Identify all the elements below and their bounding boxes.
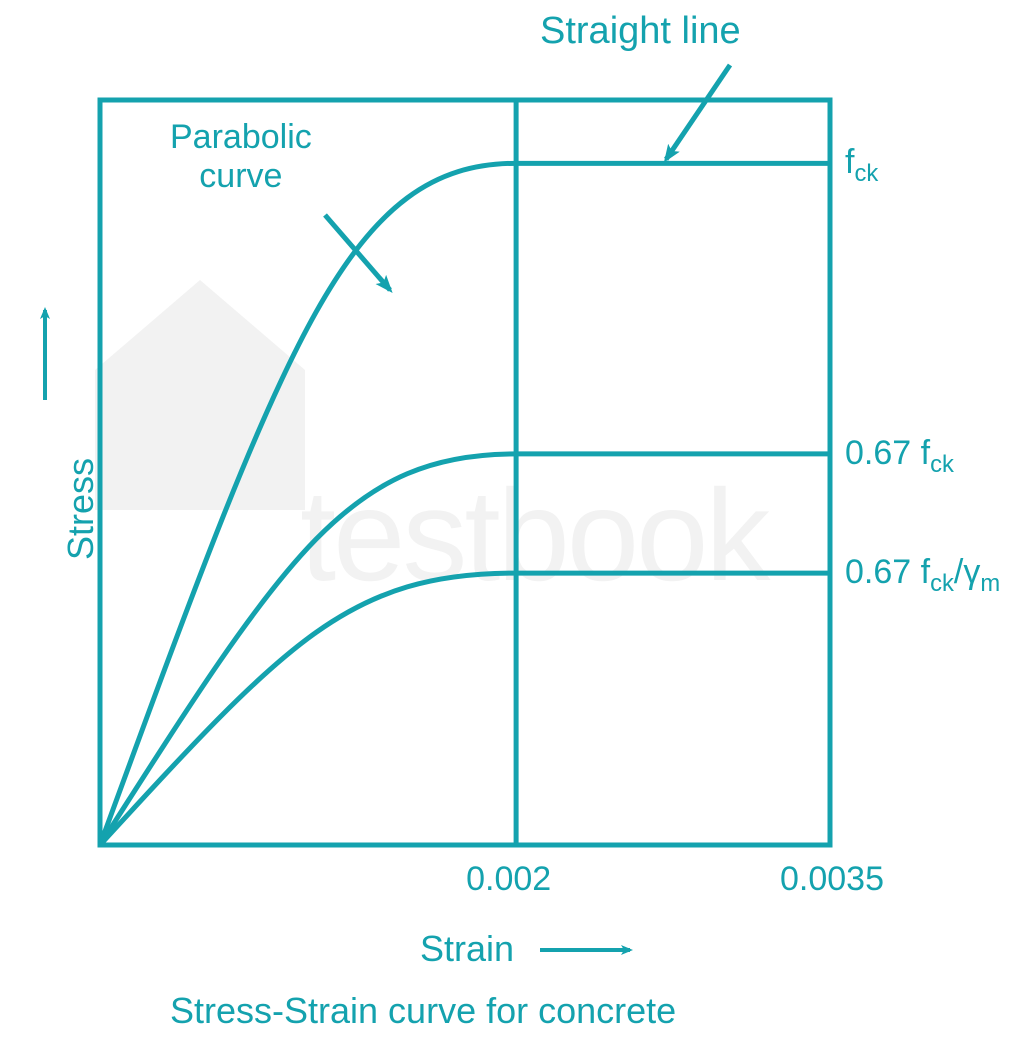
ylabel-0.67fck_gm: 0.67 fck/γm [845,553,1000,598]
y-axis-label: Stress [60,458,102,560]
figure-caption: Stress-Strain curve for concrete [170,990,676,1032]
ylabel-0.67fck: 0.67 fck [845,434,954,479]
callout-straight: Straight line [540,10,741,53]
x-axis-label: Strain [420,928,514,970]
xtick-0.0035: 0.0035 [780,860,884,899]
ylabel-fck: fck [845,143,878,188]
plot-box [100,100,830,845]
xtick-0.002: 0.002 [466,860,551,899]
callout-parabolic: Paraboliccurve [170,118,312,196]
